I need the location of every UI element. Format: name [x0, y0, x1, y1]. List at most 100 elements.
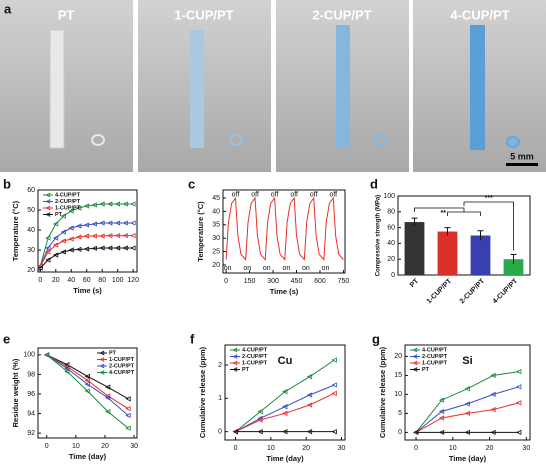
marker: [306, 402, 313, 408]
annotation: off: [271, 191, 279, 198]
y-tick-label: 30: [27, 247, 35, 254]
photo-panel: a PT 1-CUP/PT 2-CUP/PT 4-CUP/PT 5 mm: [0, 0, 546, 172]
x-tick-label: 60: [83, 277, 91, 284]
scale-bar-label: 5 mm: [510, 151, 534, 161]
annotation: on: [263, 265, 271, 272]
legend-label: 1-CUP/PT: [55, 205, 81, 211]
marker: [490, 429, 496, 436]
ring: [229, 134, 243, 146]
series-line: [46, 354, 129, 410]
marker: [516, 400, 522, 406]
y-tick-label: 0: [391, 272, 395, 279]
legend-label: 1-CUP/PT: [242, 360, 268, 366]
series-line: [46, 354, 129, 429]
marker: [438, 429, 445, 436]
y-tick-label: 30: [212, 235, 220, 242]
marker: [516, 384, 522, 390]
strip: [470, 25, 485, 150]
marker: [130, 201, 136, 207]
y-tick-label: 35: [212, 222, 220, 229]
marker: [76, 234, 82, 240]
marker: [104, 384, 111, 390]
x-axis-label: Time (s): [270, 287, 299, 296]
y-tick-label: 80: [387, 209, 395, 216]
x-axis-label: Time (day): [266, 454, 304, 463]
x-tick-label: 0: [45, 443, 49, 450]
marker: [52, 252, 59, 258]
annotation: on: [322, 265, 330, 272]
annotation: **: [441, 210, 447, 217]
marker: [45, 245, 51, 251]
y-tick-label: 1: [218, 395, 222, 402]
y-axis-label: Residue weight (%): [11, 358, 20, 427]
marker: [306, 392, 313, 398]
strip: [49, 29, 65, 149]
marker: [257, 409, 263, 415]
marker: [490, 406, 496, 413]
marker: [76, 223, 82, 229]
marker: [64, 365, 70, 372]
marker: [282, 389, 288, 395]
marker: [83, 203, 90, 209]
legend-label: 2-CUP/PT: [422, 354, 448, 360]
strip: [336, 25, 350, 148]
legend-label: 4-CUP/PT: [109, 370, 135, 376]
legend-label: 1-CUP/PT: [109, 357, 135, 363]
x-tick-label: 750: [338, 278, 350, 285]
series-line: [39, 235, 134, 267]
series-line: [235, 384, 335, 433]
legend-marker: [412, 360, 418, 366]
y-tick-label: 98: [27, 371, 35, 378]
legend-label: 2-CUP/PT: [109, 363, 135, 369]
photo-label: 4-CUP/PT: [450, 7, 509, 22]
x-tick-label: 300: [267, 278, 279, 285]
marker: [257, 417, 263, 423]
legend-label: 4-CUP/PT: [242, 347, 268, 353]
legend-marker: [232, 347, 238, 353]
panel-label: c: [188, 176, 195, 191]
error-bar: [411, 217, 418, 227]
marker: [125, 425, 131, 431]
legend-label: 4-CUP/PT: [422, 347, 448, 353]
x-tick-label: 100: [112, 277, 124, 284]
plot-frame: [37, 347, 138, 439]
annotation: off: [251, 191, 259, 198]
x-axis-label: Time (day): [69, 452, 107, 461]
legend-label: PT: [109, 350, 117, 356]
marker: [130, 220, 136, 226]
y-tick-label: 5: [398, 410, 402, 417]
legend-marker: [99, 363, 105, 369]
marker: [91, 202, 97, 208]
marker: [64, 368, 70, 375]
x-tick-label: 120: [127, 277, 139, 284]
series-line: [39, 222, 134, 267]
chart-title: Cu: [278, 355, 293, 367]
marker: [104, 395, 111, 401]
y-tick-label: 25: [212, 248, 220, 255]
y-tick-label: 100: [383, 193, 395, 200]
y-tick-label: 45: [212, 195, 220, 202]
y-axis-label: Cumulative release (ppm): [198, 346, 207, 438]
y-tick-label: 0: [218, 429, 222, 436]
annotation: on: [224, 265, 232, 272]
legend-marker: [99, 370, 105, 375]
y-tick-label: 10: [394, 391, 402, 398]
plot-frame: [404, 344, 531, 441]
marker: [91, 245, 97, 252]
x-tick-label: 4-CUP/PT: [492, 277, 520, 305]
marker: [45, 257, 51, 263]
plot-frame: [224, 344, 346, 441]
panel-label: e: [3, 331, 10, 346]
legend-label: 4-CUP/PT: [55, 192, 81, 198]
marker: [99, 233, 105, 239]
ring: [506, 136, 520, 148]
x-tick-label: 20: [52, 277, 60, 284]
x-tick-label: PT: [409, 277, 421, 289]
panel-label: f: [190, 331, 195, 346]
marker: [99, 220, 105, 226]
legend-marker: [99, 350, 105, 356]
photo-label: 1-CUP/PT: [174, 7, 233, 22]
chart-title: Si: [462, 355, 472, 367]
photo-label: 2-CUP/PT: [312, 7, 371, 22]
legend-marker: [45, 205, 51, 211]
